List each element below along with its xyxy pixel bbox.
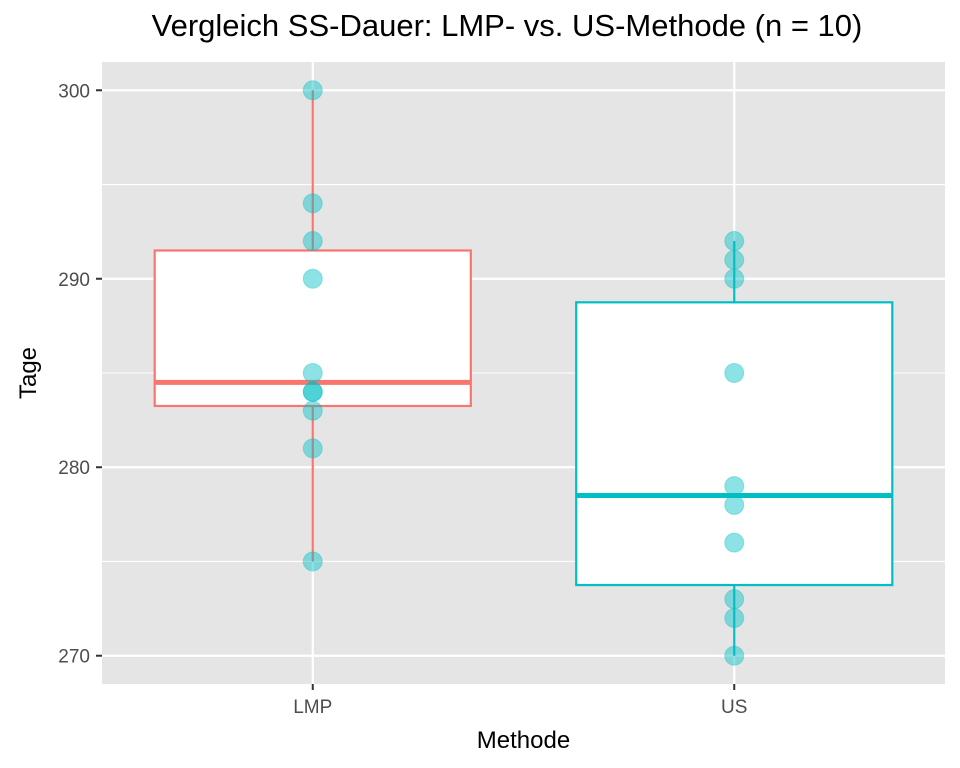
box-us <box>575 301 894 587</box>
data-point-us <box>724 494 745 515</box>
data-point-lmp <box>302 438 323 459</box>
x-tick-label: US <box>721 697 747 718</box>
data-point-us <box>724 608 745 629</box>
data-point-us <box>724 231 745 252</box>
y-tick-label: 280 <box>58 458 90 479</box>
y-tick-label: 290 <box>58 270 90 291</box>
x-tick-label: LMP <box>293 697 332 718</box>
data-point-us <box>724 249 745 270</box>
x-axis-title: Methode <box>477 727 570 754</box>
chart-title: Vergleich SS-Dauer: LMP- vs. US-Methode … <box>151 8 863 43</box>
data-point-us <box>724 363 745 383</box>
data-point-lmp <box>302 400 323 421</box>
data-point-lmp <box>302 231 323 252</box>
data-point-lmp <box>302 381 323 402</box>
data-point-us <box>724 645 745 666</box>
axes: 270 280 290 300 LMP US <box>58 81 747 718</box>
data-point-lmp <box>302 80 323 101</box>
boxes <box>153 90 894 656</box>
data-point-lmp <box>302 363 323 383</box>
data-point-lmp <box>302 381 323 402</box>
data-points <box>302 80 745 666</box>
data-point-lmp <box>302 551 323 572</box>
data-point-lmp <box>302 268 323 289</box>
data-point-us <box>724 268 745 289</box>
data-point-lmp <box>302 193 323 214</box>
data-point-us <box>724 532 745 553</box>
y-tick-label: 270 <box>58 647 90 668</box>
y-axis-title: Tage <box>15 347 42 399</box>
data-point-us <box>724 589 745 610</box>
y-tick-label: 300 <box>58 81 90 102</box>
data-point-us <box>724 476 745 497</box>
